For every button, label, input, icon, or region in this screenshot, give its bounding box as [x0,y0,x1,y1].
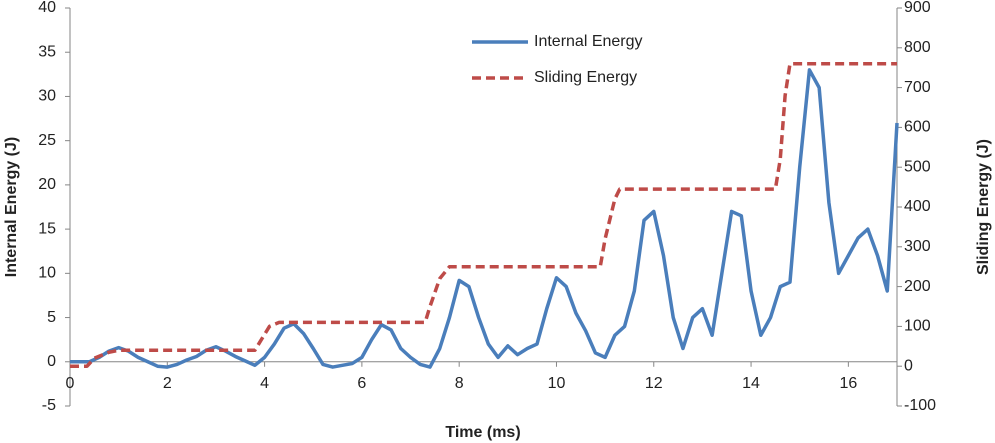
y2-tick-label: 300 [904,238,931,255]
series-line [70,68,899,369]
legend-label: Internal Energy [534,33,643,50]
x-tick-label: 6 [357,375,366,392]
x-tick-label: 8 [455,375,464,392]
y-tick-label: 35 [38,43,56,60]
y-tick-label: 15 [38,220,56,237]
y-axis-title: Internal Energy (J) [3,137,20,277]
x-tick-label: 14 [742,375,760,392]
series-line [70,61,897,368]
y2-tick-label: 0 [904,357,913,374]
y2-tick-label: 500 [904,158,931,175]
y2-tick-label: 600 [904,119,931,136]
y2-tick-label: 100 [904,318,931,335]
x-tick-label: 0 [66,375,75,392]
y-tick-label: 10 [38,265,56,282]
x-tick-label: 4 [260,375,269,392]
y2-tick-label: -100 [904,397,936,414]
y2-tick-label: 400 [904,198,931,215]
y2-tick-label: 200 [904,278,931,295]
y-tick-label: 20 [38,176,56,193]
legend-label: Sliding Energy [534,69,637,86]
y-tick-label: 30 [38,88,56,105]
x-tick-label: 10 [548,375,566,392]
y-tick-label: 25 [38,132,56,149]
y-tick-label: 0 [47,353,56,370]
y-tick-label: 40 [38,0,56,16]
x-tick-label: 16 [839,375,857,392]
y2-tick-label: 700 [904,79,931,96]
y2-tick-label: 900 [904,0,931,16]
x-tick-label: 12 [645,375,663,392]
x-tick-label: 2 [163,375,172,392]
y2-axis-title: Sliding Energy (J) [975,139,992,275]
y-tick-label: -5 [42,397,56,414]
y2-tick-label: 800 [904,39,931,56]
y-tick-label: 5 [47,309,56,326]
x-axis-title: Time (ms) [445,424,520,441]
